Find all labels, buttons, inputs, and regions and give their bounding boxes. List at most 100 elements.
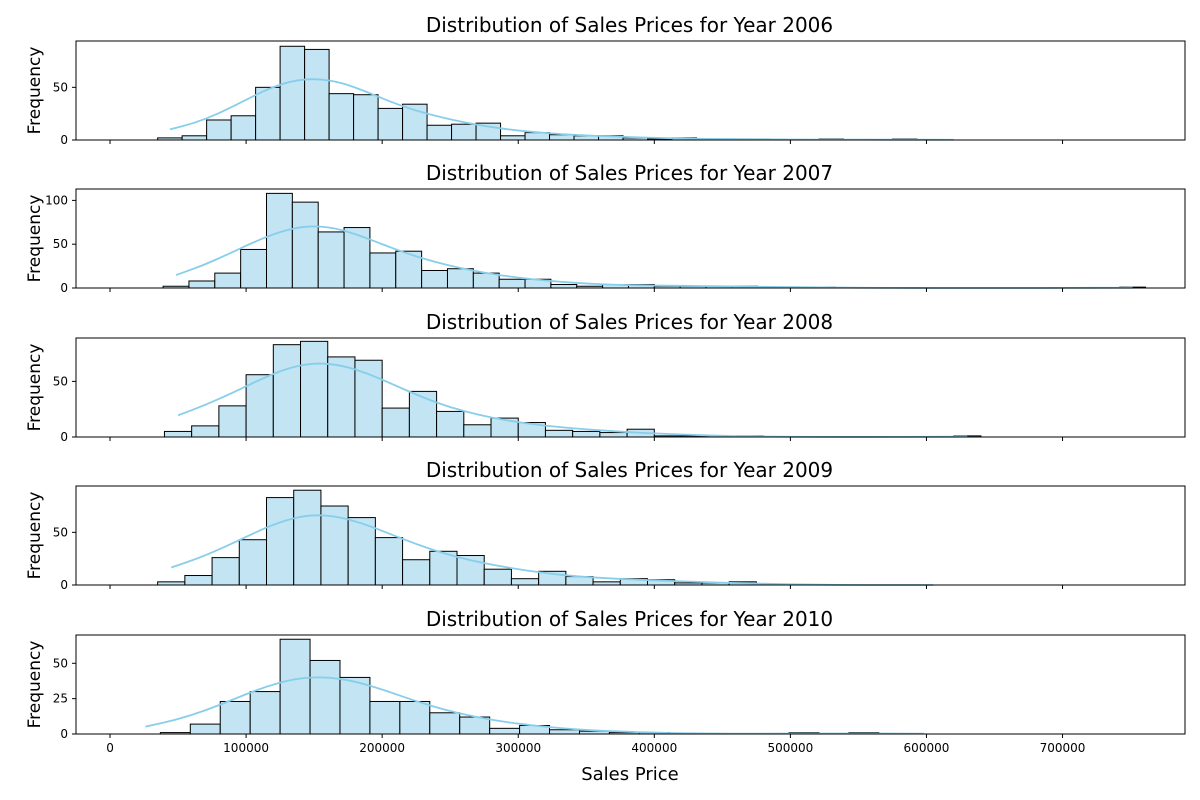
histogram-bar — [279, 45, 306, 141]
histogram-bar — [599, 432, 628, 438]
histogram-bar — [483, 568, 512, 586]
histogram-bar — [429, 550, 458, 586]
y-tick-label: 50 — [53, 80, 68, 94]
panel-title: Distribution of Sales Prices for Year 20… — [426, 458, 833, 482]
histogram-bar — [572, 430, 601, 438]
histogram-bar — [544, 429, 574, 438]
y-tick-label: 0 — [60, 281, 68, 295]
histogram-bar — [181, 135, 208, 141]
panel-2: Distribution of Sales Prices for Year 20… — [25, 161, 1186, 295]
histogram-bar — [374, 537, 404, 586]
x-tick-label: 700000 — [1040, 741, 1086, 755]
histogram-bar — [381, 407, 410, 438]
y-tick-label: 0 — [60, 430, 68, 444]
panel-3: Distribution of Sales Prices for Year 20… — [25, 310, 1186, 444]
histogram-bar — [309, 659, 341, 735]
histogram-bar — [293, 489, 322, 586]
y-tick-label: 25 — [53, 692, 68, 706]
histogram-bar — [550, 283, 578, 289]
histogram-bar — [163, 430, 193, 438]
y-tick-label: 50 — [53, 374, 68, 388]
x-tick-label: 200000 — [359, 741, 405, 755]
y-tick-label: 100 — [45, 193, 68, 207]
axes-frame — [75, 485, 1186, 586]
bars — [157, 45, 918, 141]
histogram-bar — [369, 700, 401, 735]
bars — [162, 192, 1147, 289]
panel-4: Distribution of Sales Prices for Year 20… — [25, 458, 1186, 592]
x-tick-label: 300000 — [495, 741, 541, 755]
y-axis-label: Frequency — [25, 641, 45, 729]
axes-frame — [75, 188, 1186, 289]
panel-1: Distribution of Sales Prices for Year 20… — [25, 13, 1186, 147]
histogram-bar — [238, 539, 268, 586]
histogram-bar — [500, 135, 526, 141]
histogram-bar — [328, 93, 355, 141]
histogram-bar — [272, 344, 302, 438]
y-tick-label: 50 — [53, 656, 68, 670]
panels-layer: Distribution of Sales Prices for Year 20… — [25, 13, 1186, 755]
histogram-bar — [489, 727, 521, 735]
axes-frame — [75, 634, 1186, 735]
x-tick-label: 400000 — [631, 741, 677, 755]
histogram-bar — [451, 123, 477, 141]
x-tick-label: 100000 — [223, 741, 269, 755]
panel-5: Distribution of Sales Prices for Year 20… — [25, 607, 1186, 755]
histogram-bar — [353, 94, 379, 141]
panel-title: Distribution of Sales Prices for Year 20… — [426, 310, 833, 334]
histogram-bar — [255, 86, 281, 141]
histogram-bar — [369, 252, 397, 289]
bars — [163, 340, 982, 438]
histogram-bar — [472, 272, 500, 289]
y-axis-label: Frequency — [25, 195, 45, 283]
histogram-bar — [402, 559, 431, 586]
x-tick-label: 500000 — [767, 741, 813, 755]
histogram-bar — [429, 712, 461, 735]
histogram-bar — [279, 638, 311, 735]
histogram-bar — [421, 269, 448, 289]
histogram-bar — [399, 700, 431, 735]
axes-frame — [75, 40, 1186, 141]
x-tick-label: 600000 — [904, 741, 950, 755]
histogram-bar — [219, 700, 251, 735]
histogram-bar — [188, 280, 216, 289]
histogram-bar — [426, 124, 453, 141]
y-tick-label: 50 — [53, 237, 68, 251]
histogram-bar — [191, 425, 220, 438]
histogram-bar — [402, 103, 428, 141]
panel-title: Distribution of Sales Prices for Year 20… — [426, 13, 833, 37]
histogram-bar — [266, 497, 295, 586]
histogram-bar — [320, 505, 349, 586]
histogram-bar — [240, 248, 268, 289]
y-tick-label: 0 — [60, 578, 68, 592]
histogram-bar — [463, 424, 492, 438]
bars — [157, 489, 757, 586]
histogram-bar — [377, 107, 404, 141]
histogram-bar — [549, 729, 580, 735]
panel-title: Distribution of Sales Prices for Year 20… — [426, 607, 833, 631]
histogram-bar — [300, 340, 329, 438]
histogram-bar — [436, 410, 465, 438]
y-tick-label: 0 — [60, 133, 68, 147]
histogram-bar — [206, 119, 232, 141]
histogram-bar — [459, 716, 491, 735]
histogram-bar — [211, 557, 240, 586]
bars — [159, 638, 880, 735]
histogram-bar — [317, 231, 345, 289]
histogram-bar — [354, 359, 383, 438]
histogram-bar — [339, 676, 371, 735]
y-tick-label: 0 — [60, 727, 68, 741]
histogram-bar — [343, 227, 371, 289]
y-tick-label: 50 — [53, 525, 68, 539]
histogram-bar — [218, 405, 247, 438]
histogram-bar — [266, 192, 293, 289]
histogram-bar — [408, 390, 438, 438]
axes-frame — [75, 337, 1186, 438]
histogram-bar — [249, 691, 281, 735]
histogram-bar — [214, 272, 242, 289]
kde-curve — [170, 514, 934, 586]
histogram-bar — [184, 575, 213, 586]
x-tick-label: 0 — [106, 741, 114, 755]
histogram-bar — [189, 723, 221, 735]
y-axis-label: Frequency — [25, 344, 45, 432]
